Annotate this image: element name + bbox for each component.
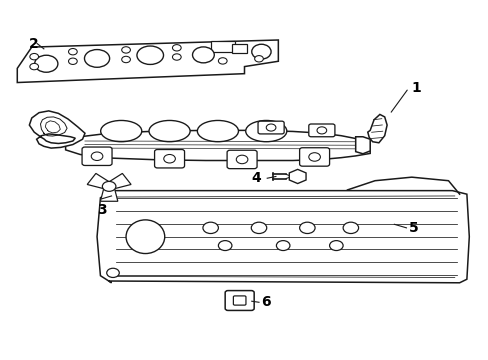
Text: 5: 5: [408, 221, 418, 235]
Circle shape: [122, 47, 130, 53]
FancyBboxPatch shape: [232, 44, 246, 53]
Circle shape: [218, 58, 226, 64]
FancyBboxPatch shape: [308, 124, 334, 137]
FancyBboxPatch shape: [224, 291, 254, 310]
Circle shape: [308, 153, 320, 161]
FancyBboxPatch shape: [226, 150, 257, 168]
Ellipse shape: [192, 47, 214, 63]
Circle shape: [30, 54, 39, 60]
Ellipse shape: [251, 44, 270, 59]
Circle shape: [236, 155, 247, 164]
Circle shape: [68, 58, 77, 64]
Circle shape: [106, 268, 119, 278]
Text: 6: 6: [261, 295, 270, 309]
Ellipse shape: [35, 55, 58, 72]
FancyBboxPatch shape: [233, 296, 245, 305]
Polygon shape: [100, 186, 118, 201]
Polygon shape: [355, 137, 369, 154]
FancyBboxPatch shape: [154, 149, 184, 168]
Circle shape: [163, 154, 175, 163]
Polygon shape: [210, 41, 234, 53]
Ellipse shape: [84, 50, 109, 67]
Circle shape: [316, 127, 326, 134]
Circle shape: [30, 63, 39, 70]
Text: 3: 3: [97, 203, 106, 217]
Polygon shape: [97, 191, 468, 283]
Text: 1: 1: [410, 81, 420, 95]
Circle shape: [102, 181, 116, 192]
Polygon shape: [289, 169, 305, 184]
Polygon shape: [65, 130, 369, 161]
FancyBboxPatch shape: [82, 147, 112, 166]
Circle shape: [172, 54, 181, 60]
Polygon shape: [106, 174, 131, 189]
Circle shape: [343, 222, 358, 234]
Ellipse shape: [101, 121, 142, 142]
Circle shape: [91, 152, 102, 161]
Circle shape: [68, 49, 77, 55]
Circle shape: [251, 222, 266, 234]
Ellipse shape: [137, 46, 163, 64]
Ellipse shape: [197, 121, 238, 142]
Polygon shape: [367, 114, 386, 143]
Ellipse shape: [245, 121, 286, 142]
Circle shape: [172, 45, 181, 51]
Circle shape: [122, 56, 130, 63]
Circle shape: [329, 240, 343, 251]
Ellipse shape: [149, 121, 190, 142]
Polygon shape: [29, 111, 85, 148]
FancyBboxPatch shape: [258, 121, 284, 134]
Circle shape: [254, 55, 263, 62]
Circle shape: [203, 222, 218, 234]
Polygon shape: [17, 40, 278, 82]
FancyBboxPatch shape: [299, 148, 329, 166]
Circle shape: [299, 222, 314, 234]
Circle shape: [218, 240, 231, 251]
Circle shape: [265, 124, 275, 131]
Ellipse shape: [126, 220, 164, 253]
Text: 4: 4: [251, 171, 261, 185]
Circle shape: [276, 240, 289, 251]
Text: 2: 2: [29, 36, 39, 50]
Polygon shape: [87, 174, 111, 189]
